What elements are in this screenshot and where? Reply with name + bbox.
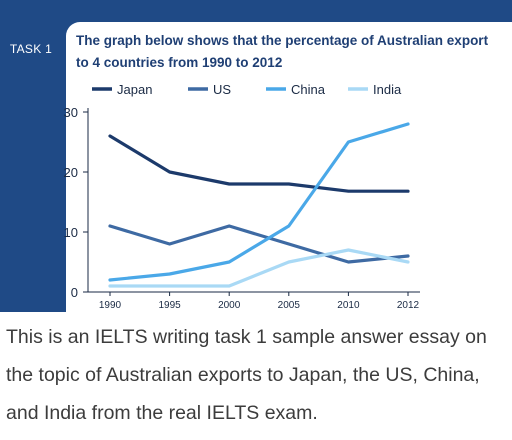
x-tick-label: 2005 <box>278 300 301 311</box>
series-line-india <box>108 248 410 288</box>
legend-label-us: US <box>213 82 231 97</box>
legend-label-china: China <box>291 82 326 97</box>
legend-label-india: India <box>373 82 402 97</box>
chart-figure: TASK 1 The graph below shows that the pe… <box>0 0 512 312</box>
x-tick-label: 1990 <box>99 300 122 311</box>
x-tick-label: 2000 <box>218 300 241 311</box>
y-tick-label: 30 <box>64 105 78 120</box>
y-tick-label: 20 <box>64 165 78 180</box>
x-tick-label: 1995 <box>158 300 181 311</box>
series-line-japan <box>108 134 410 193</box>
chart-panel <box>66 22 512 312</box>
line-chart: Japan US China India 0 10 20 30 1990 1995 2000 200… <box>64 82 420 311</box>
chart-title: The graph below shows that the percentag… <box>76 33 489 70</box>
task-label: TASK 1 <box>9 42 53 56</box>
series-line-us <box>108 224 410 264</box>
x-tick-label: 2012 <box>397 300 420 311</box>
series-lines <box>108 122 410 288</box>
caption-text: This is an IELTS writing task 1 sample a… <box>6 326 487 424</box>
y-tick-label: 0 <box>71 285 78 300</box>
legend: Japan US China India <box>92 82 402 97</box>
x-tick-label: 2010 <box>337 300 360 311</box>
y-tick-label: 10 <box>64 225 78 240</box>
axes: 0 10 20 30 1990 1995 2000 2005 2010 2012 <box>64 105 420 311</box>
legend-label-japan: Japan <box>117 82 152 97</box>
series-line-china <box>108 122 410 282</box>
